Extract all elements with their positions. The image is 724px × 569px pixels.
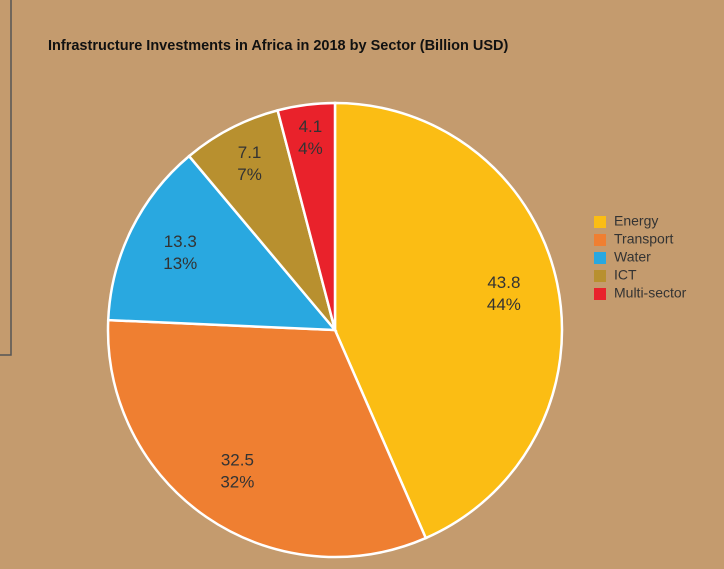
percent-label: 13% — [163, 254, 197, 273]
pie-slice — [276, 101, 337, 331]
percent-label: 44% — [487, 295, 521, 314]
legend-label: Multi-sector — [614, 285, 687, 301]
legend-label: Water — [614, 249, 651, 265]
legend-label: Transport — [614, 231, 674, 247]
pie-slice — [187, 108, 337, 331]
value-label: 43.8 — [487, 273, 520, 292]
pie-slice — [106, 318, 428, 559]
frame-edge — [0, 0, 12, 356]
pie-slice — [333, 101, 564, 540]
percent-label: 32% — [220, 473, 254, 492]
value-label: 32.5 — [221, 451, 254, 470]
legend-swatch — [594, 270, 606, 282]
percent-label: 4% — [298, 139, 323, 158]
legend-swatch — [594, 288, 606, 300]
value-label: 7.1 — [238, 143, 262, 162]
legend-swatch — [594, 216, 606, 228]
legend-label: Energy — [614, 213, 658, 229]
legend-swatch — [594, 234, 606, 246]
legend-swatch — [594, 252, 606, 264]
pie: 43.8 44% 32.5 32% 13.3 13% 7.1 7% 4.1 4% — [106, 101, 564, 559]
legend: Energy Transport Water ICT Multi-sector — [594, 213, 687, 301]
value-label: 13.3 — [164, 232, 197, 251]
legend-label: ICT — [614, 267, 637, 283]
percent-label: 7% — [237, 165, 262, 184]
pie-slice — [106, 154, 338, 332]
chart-title: Infrastructure Investments in Africa in … — [48, 38, 509, 54]
value-label: 4.1 — [299, 117, 323, 136]
